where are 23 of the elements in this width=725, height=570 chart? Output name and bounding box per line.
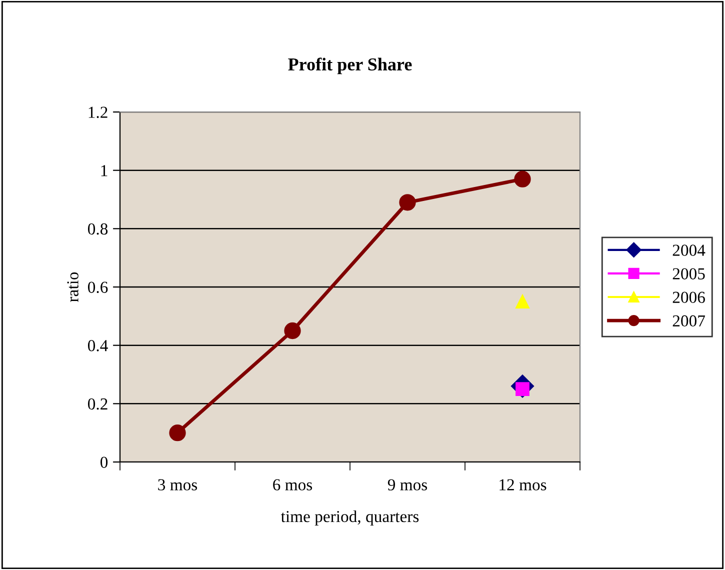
y-tick-label: 0.2 [88, 398, 108, 410]
y-tick-label: 1 [101, 165, 108, 176]
point [514, 170, 531, 188]
legend-label: 2005 [672, 268, 705, 280]
point [399, 194, 416, 211]
x-tick-label: 3 mos [158, 479, 198, 490]
point [169, 424, 186, 442]
x-axis-title: time period, quarters [280, 510, 419, 526]
legend-label: 2006 [672, 292, 705, 303]
y-tick-label: 0 [100, 456, 108, 468]
legend-label: 2004 [672, 244, 706, 256]
y-tick-label: 0.8 [88, 223, 108, 235]
point [284, 322, 301, 340]
chart-title: Profit per Share [288, 58, 412, 74]
x-tick-label: 12 mos [500, 479, 546, 490]
x-tick-label: 9 mos [388, 479, 428, 490]
y-axis-title: ratio [67, 272, 78, 302]
x-tick-label: 6 mos [273, 479, 312, 490]
point [516, 294, 530, 309]
y-tick-label: 1.2 [88, 106, 108, 118]
y-tick-label: 0.4 [88, 340, 108, 352]
legend-label: 2007 [672, 315, 705, 327]
y-tick-label: 0.6 [88, 282, 108, 294]
